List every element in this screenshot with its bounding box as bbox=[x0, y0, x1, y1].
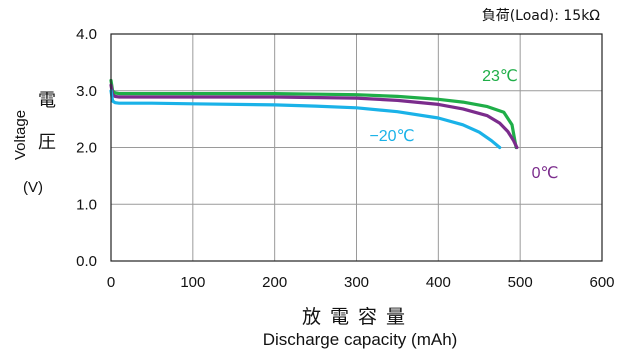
x-tick-labels: 0 100 200 300 400 500 600 bbox=[107, 274, 615, 291]
series-line-1 bbox=[109, 83, 519, 150]
x-tick-label: 300 bbox=[344, 274, 369, 291]
series-labels: 23℃ 0℃ −20℃ bbox=[369, 68, 558, 182]
x-tick-label: 100 bbox=[180, 274, 205, 291]
y-axis-unit: (V) bbox=[23, 179, 43, 196]
series-label-1: 0℃ bbox=[532, 165, 559, 182]
x-tick-label: 500 bbox=[508, 274, 533, 291]
series-line-0 bbox=[109, 78, 518, 150]
plot-frame bbox=[110, 33, 603, 262]
series-label-0: 23℃ bbox=[482, 68, 518, 85]
y-tick-label: 0.0 bbox=[76, 253, 97, 270]
x-axis-label-jp: 放電容量 bbox=[302, 306, 414, 328]
x-tick-label: 600 bbox=[589, 274, 614, 291]
series-label-2: −20℃ bbox=[369, 128, 414, 145]
y-axis-label-jp: 電圧 bbox=[38, 90, 56, 153]
y-tick-label: 1.0 bbox=[76, 196, 97, 213]
x-tick-label: 0 bbox=[107, 274, 115, 291]
series-lines bbox=[109, 78, 519, 150]
series-line-2 bbox=[109, 89, 502, 150]
grid-lines bbox=[110, 33, 603, 262]
x-tick-label: 200 bbox=[262, 274, 287, 291]
y-tick-label: 3.0 bbox=[76, 83, 97, 100]
load-annotation: 負荷(Load): 15kΩ bbox=[482, 8, 601, 24]
x-axis-label: Discharge capacity (mAh) bbox=[263, 330, 458, 349]
y-tick-labels: 0.0 1.0 2.0 3.0 4.0 bbox=[76, 26, 97, 270]
x-tick-label: 400 bbox=[426, 274, 451, 291]
y-tick-label: 2.0 bbox=[76, 140, 97, 157]
y-axis-label: Voltage bbox=[12, 110, 29, 160]
y-tick-label: 4.0 bbox=[76, 26, 97, 43]
